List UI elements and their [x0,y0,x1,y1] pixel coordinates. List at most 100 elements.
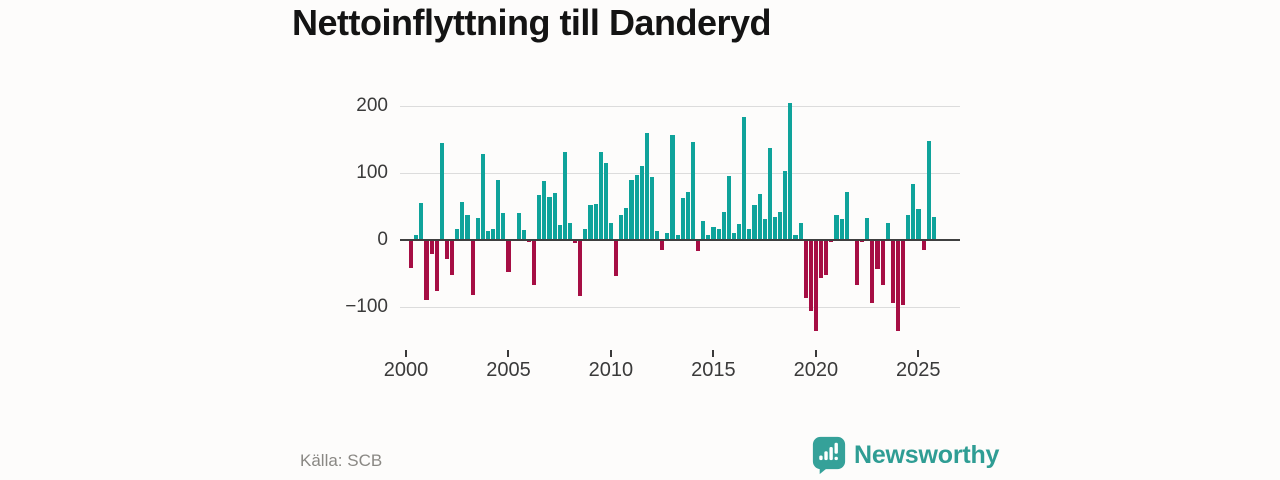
gridline-100 [400,173,960,174]
newsworthy-speech-bubble-chart-icon [812,436,846,475]
quarter-bar [439,142,444,240]
quarter-bar [470,241,475,295]
x-axis-tick [405,350,407,357]
quarter-bar [573,241,578,243]
quarter-bar [721,211,726,240]
quarter-bar [485,231,491,240]
quarter-bar [742,116,747,240]
quarter-bar [701,221,706,240]
quarter-bar [526,241,532,243]
quarter-bar [501,213,506,240]
quarter-bar [834,214,839,240]
quarter-bar [829,241,834,243]
x-axis-tick [507,350,510,357]
quarter-bar [788,103,793,240]
quarter-bar [803,241,808,298]
quarter-bar [644,133,649,240]
quarter-bar [649,177,655,240]
quarter-bar [460,202,465,240]
quarter-bar [634,175,639,240]
quarter-bar [747,228,752,240]
quarter-bar [895,241,901,332]
quarter-bar [424,241,429,300]
y-axis-tick-label: −100 [345,296,388,317]
quarter-bar [557,225,562,240]
quarter-bar [444,241,450,260]
quarter-bar [690,141,696,240]
quarter-bar [716,228,721,240]
y-axis-tick-label: 0 [377,229,388,250]
quarter-bar [537,195,542,240]
quarter-bar [824,241,829,275]
quarter-bar [757,194,762,240]
quarter-bar [629,180,634,240]
quarter-bar [808,241,813,312]
x-axis-tick [609,350,612,357]
quarter-bar [737,223,742,240]
quarter-bar [552,193,557,240]
quarter-bar [588,205,593,240]
quarter-bar [844,192,849,240]
y-axis-tick-label: 200 [356,95,388,116]
quarter-bar [726,176,731,240]
quarter-bar [675,234,680,240]
quarter-bar [567,222,573,240]
chart-title: Nettoinflyttning till Danderyd [292,2,771,43]
quarter-bar [670,134,675,240]
quarter-bar [506,241,511,272]
quarter-bar [778,211,783,240]
quarter-bar [583,228,588,240]
quarter-bar [911,184,916,240]
quarter-bar [614,241,619,276]
quarter-bar [839,218,844,240]
quarter-bar [608,223,614,240]
gridline-200 [400,106,960,107]
quarter-bar [793,235,798,240]
x-axis-tick [814,350,817,357]
newsworthy-logo[interactable]: Newsworthy [812,436,999,475]
quarter-bar [890,241,895,304]
quarter-bar [916,208,921,240]
quarter-bar [603,162,608,240]
quarter-bar [516,212,521,240]
quarter-bar [593,203,598,240]
quarter-bar [906,215,911,240]
quarter-bar [926,140,931,240]
quarter-bar [562,152,567,240]
quarter-bar [619,215,624,240]
quarter-bar [706,235,711,240]
quarter-bar [798,223,803,240]
quarter-bar [450,241,455,276]
quarter-bar [921,241,926,251]
newsworthy-wordmark: Newsworthy [854,441,1000,469]
quarter-bar [813,241,819,332]
quarter-bar [429,241,434,255]
x-axis-tick-label: 2005 [486,359,531,381]
x-axis-tick [712,350,715,357]
x-axis-tick-label: 2025 [896,359,941,381]
quarter-bar [685,191,690,240]
quarter-bar [665,232,670,240]
quarter-bar [696,241,701,252]
quarter-bar [854,241,860,285]
quarter-bar [870,241,875,304]
quarter-bar [901,241,906,305]
quarter-bar [680,198,685,240]
quarter-bar [532,241,537,285]
quarter-bar [624,207,629,240]
x-axis-tick [917,350,920,357]
quarter-bar [434,241,439,292]
quarter-bar [455,229,460,240]
y-axis-tick-label: 100 [356,162,388,183]
quarter-bar [521,229,526,240]
quarter-bar [419,203,424,240]
quarter-bar [475,217,480,240]
quarter-bar [578,241,583,296]
quarter-bar [465,214,470,240]
quarter-bar [491,228,496,240]
quarter-bar [639,165,644,240]
quarter-bar [655,231,660,240]
quarter-bar [931,217,936,240]
quarter-bar [598,151,603,240]
